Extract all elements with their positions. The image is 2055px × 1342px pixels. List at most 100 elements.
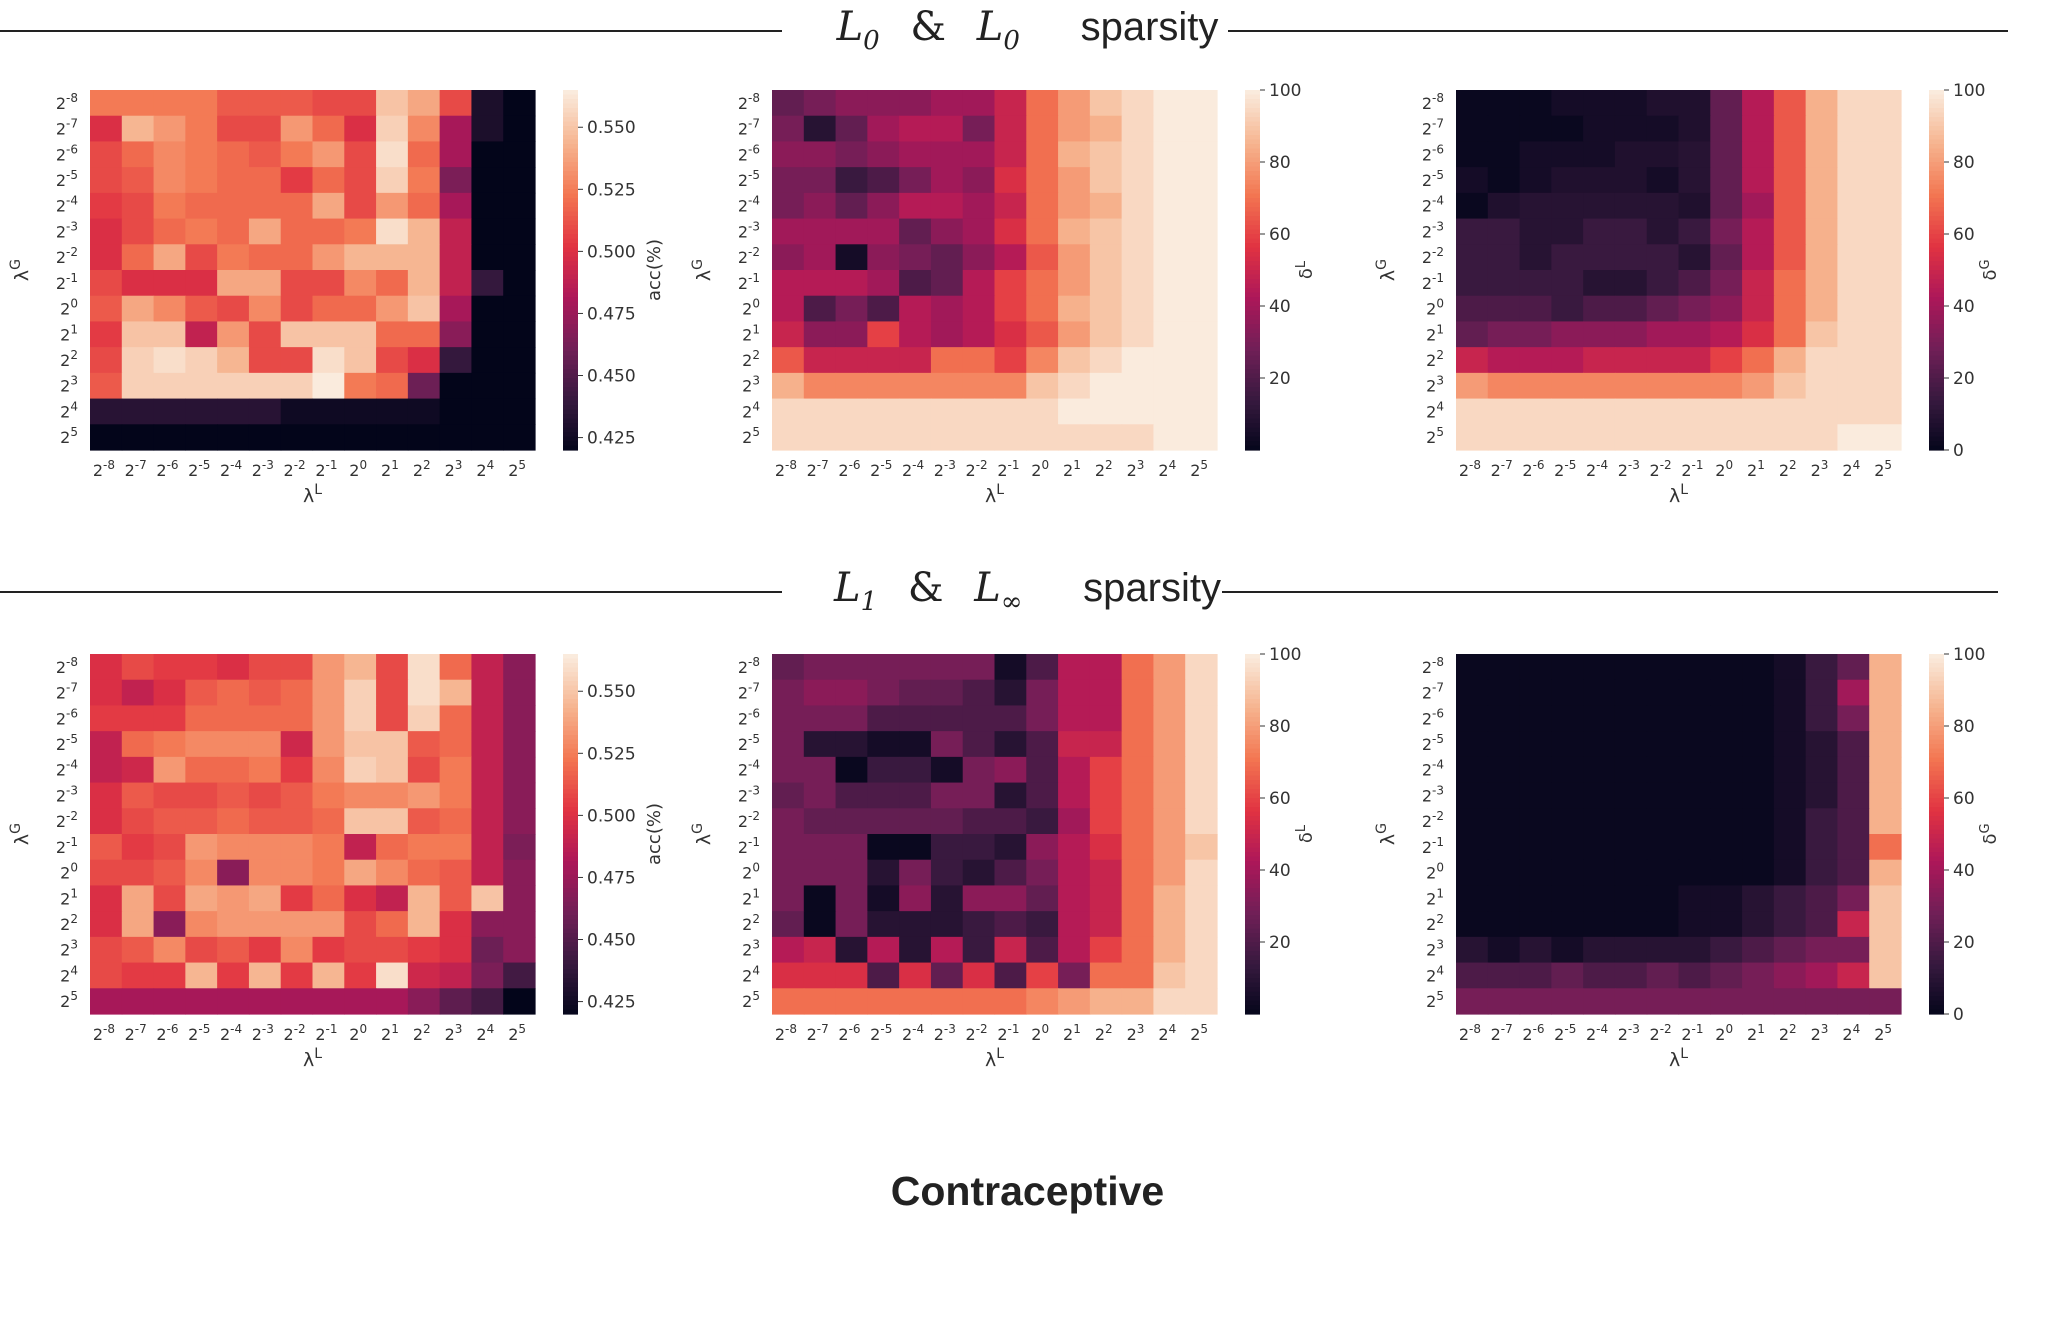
heatmap-cell (185, 115, 218, 143)
colorbar-band (563, 717, 578, 723)
colorbar-band (1929, 301, 1944, 307)
heatmap-cell (1773, 679, 1807, 707)
heatmap-cell (1773, 372, 1807, 400)
heatmap-cell (899, 705, 932, 732)
colorbar-band (563, 744, 578, 750)
section-1-title: L0loc & L0glob sparsity (0, 4, 2055, 56)
heatmap-cell (899, 988, 932, 1015)
heatmap-cell (867, 321, 900, 348)
heatmap-cell (439, 705, 473, 732)
colorbar-band (563, 396, 578, 402)
heatmap-cell (1551, 936, 1584, 964)
heatmap-cell (1185, 756, 1218, 784)
y-tick-label: 2-3 (56, 783, 78, 805)
colorbar-band (563, 838, 578, 844)
heatmap-cell (217, 731, 250, 758)
colorbar-band (1929, 856, 1944, 862)
heatmap-cell (1773, 244, 1807, 271)
heatmap-cell (1869, 372, 1902, 400)
x-axis-label: λL (1669, 1046, 1688, 1071)
heatmap-cell (1121, 936, 1155, 964)
heatmap-cell (344, 141, 377, 168)
colorbar-band (1929, 225, 1944, 231)
colorbar-band (1245, 685, 1260, 691)
colorbar-tick-label: 40 (1269, 297, 1291, 317)
colorbar-band (1929, 744, 1944, 750)
heatmap-cell (1678, 90, 1711, 117)
colorbar-tick-label: 20 (1269, 933, 1291, 953)
heatmap-cell (1773, 115, 1807, 143)
heatmap-cell (994, 936, 1027, 964)
colorbar-band (563, 802, 578, 808)
colorbar-band (1929, 667, 1944, 673)
heatmap-cell (344, 270, 377, 297)
heatmap-cell (1773, 859, 1807, 887)
heatmap-cell (376, 192, 409, 220)
heatmap-cell (1869, 859, 1902, 887)
heatmap-cell (471, 834, 504, 861)
colorbar-band (1929, 973, 1944, 979)
heatmap-cell (217, 885, 250, 912)
heatmap-cell (1678, 115, 1711, 143)
colorbar-band (1245, 946, 1260, 952)
heatmap-cell (1519, 167, 1552, 194)
heatmap-cell (407, 962, 441, 989)
heatmap-cell (994, 424, 1027, 451)
heatmap-cell (1869, 347, 1902, 374)
colorbar-band (563, 897, 578, 903)
colorbar-band (1929, 360, 1944, 366)
heatmap-cell (503, 218, 536, 245)
heatmap-cell (407, 295, 441, 323)
heatmap-cell (1583, 398, 1616, 425)
x-tick-label: 2-8 (93, 1022, 115, 1044)
heatmap-cell (153, 782, 186, 809)
y-tick-label: 24 (1426, 963, 1444, 985)
colorbar-band (1929, 108, 1944, 114)
x-tick-label: 2-8 (1459, 458, 1481, 480)
x-tick-label: 2-6 (1522, 1022, 1544, 1044)
heatmap-cell (1519, 654, 1552, 681)
colorbar-band (563, 364, 578, 370)
heatmap-cell (344, 911, 377, 938)
heatmap-cell (439, 834, 473, 861)
x-tick-label: 23 (445, 1022, 463, 1044)
y-tick-label: 20 (60, 861, 78, 883)
heatmap-cell (962, 859, 996, 887)
heatmap-cell (1456, 782, 1489, 809)
heatmap-cell (217, 141, 250, 168)
heatmap-cell (280, 270, 314, 297)
x-tick-label: 2-7 (1491, 458, 1513, 480)
colorbar-band (1929, 387, 1944, 393)
colorbar-band (1929, 279, 1944, 285)
heatmap-cell (185, 398, 218, 425)
heatmap-cell (930, 962, 964, 989)
heatmap-cell (1121, 654, 1155, 681)
heatmap-cell (248, 654, 282, 681)
colorbar-band (1929, 328, 1944, 334)
heatmap-cell (1742, 244, 1775, 271)
heatmap-cell (1153, 295, 1186, 323)
heatmap-cell (1089, 731, 1123, 758)
heatmap-cell (1678, 679, 1711, 707)
colorbar-band (563, 310, 578, 316)
x-tick-label: 25 (1874, 1022, 1892, 1044)
heatmap-cell (376, 424, 409, 451)
heatmap-cell (248, 911, 282, 938)
heatmap-cell (1837, 782, 1870, 809)
colorbar-band (563, 978, 578, 984)
y-tick-label: 21 (1426, 322, 1444, 344)
heatmap-cell (1185, 885, 1218, 912)
heatmap-cell (312, 270, 345, 297)
heatmap-cell (1646, 731, 1680, 758)
heatmap-cell (1742, 808, 1775, 835)
heatmap-cell (1121, 782, 1155, 809)
heatmap-cell (1678, 167, 1711, 194)
colorbar-band (1245, 166, 1260, 172)
heatmap-cell (312, 295, 345, 323)
colorbar-tick-label: 0.450 (587, 367, 636, 387)
y-tick-label: 2-5 (738, 732, 760, 754)
colorbar-band (563, 220, 578, 226)
heatmap-cell (185, 859, 218, 887)
heatmap-cell (962, 270, 996, 297)
heatmap-cell (1742, 141, 1775, 168)
